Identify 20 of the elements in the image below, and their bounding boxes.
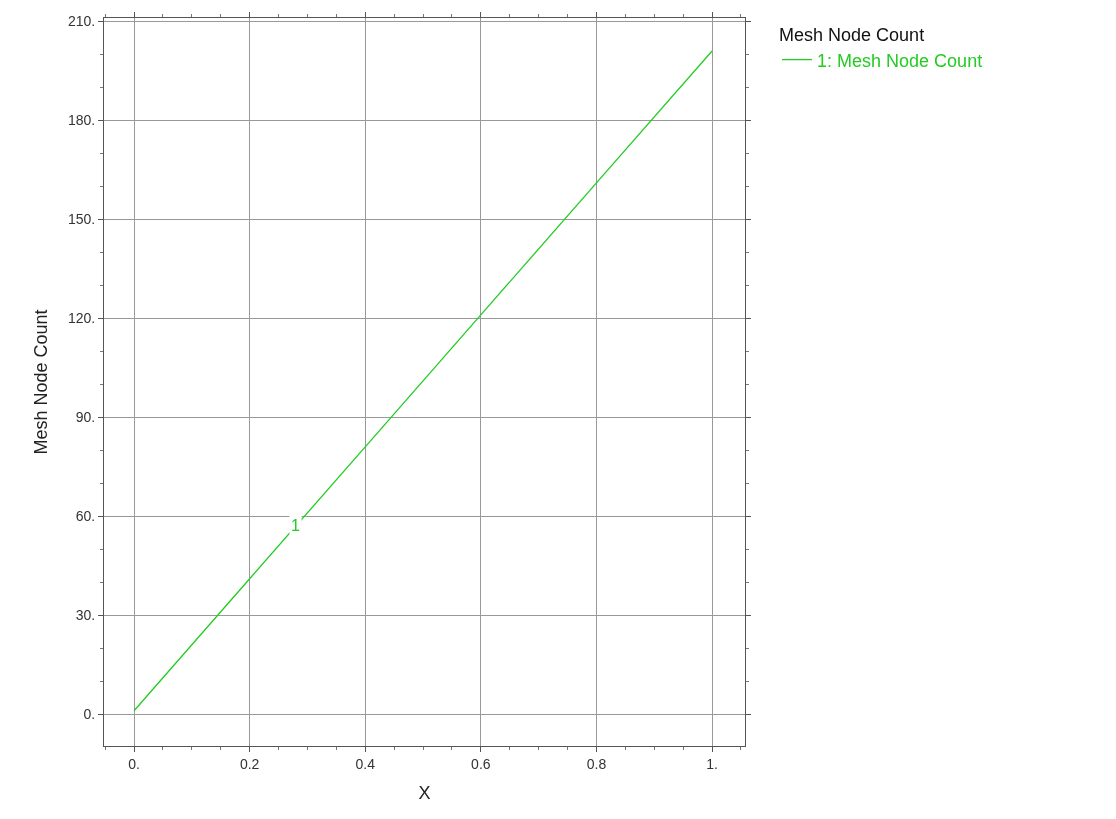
y-tick-label: 60. [75,507,96,524]
y-tick-label: 180. [67,112,96,129]
x-tick-label: 0.8 [586,755,607,772]
x-tick-label: 0.2 [239,755,260,772]
y-tick-label: 90. [75,409,96,426]
y-axis-title: Mesh Node Count [31,309,52,455]
y-tick-label: 0. [83,705,96,722]
x-tick-label: 1. [706,755,718,772]
y-tick-label: 210. [67,13,96,30]
legend-label: 1: Mesh Node Count [817,50,983,71]
x-axis-title: X [418,782,431,803]
x-tick-label: 0.4 [355,755,376,772]
line-series [133,50,713,712]
legend-title: Mesh Node Count [779,25,925,46]
y-tick-label: 120. [67,310,96,327]
y-tick-label: 150. [67,211,96,228]
x-tick-label: 0. [128,755,140,772]
x-tick-label: 0.6 [471,755,491,772]
y-tick-label: 30. [75,606,96,623]
annotation: 1 [291,517,300,534]
